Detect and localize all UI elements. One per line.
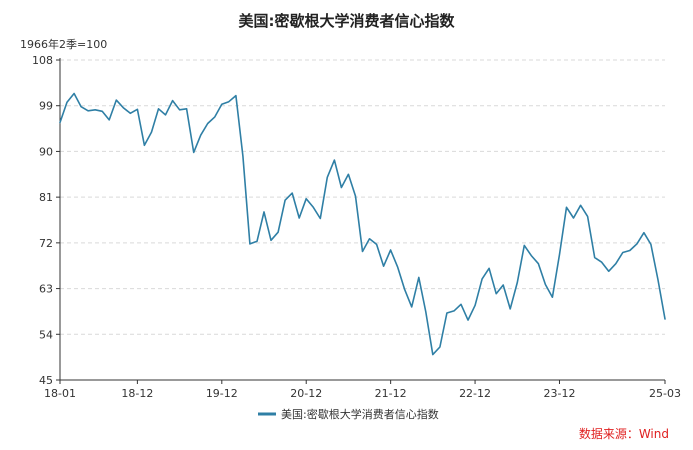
y-tick-label: 99 (39, 100, 53, 113)
legend[interactable]: 美国:密歇根大学消费者信心指数 (258, 407, 439, 421)
y-tick-label: 63 (39, 283, 53, 296)
y-tick-label: 54 (39, 328, 53, 341)
series-layer (59, 92, 666, 356)
y-tick-label: 81 (39, 191, 53, 204)
x-tick-label: 20-12 (290, 387, 322, 400)
legend-label: 美国:密歇根大学消费者信心指数 (281, 407, 439, 421)
gridlines (60, 59, 665, 335)
y-tick-label: 108 (32, 54, 53, 67)
y-axis-ticks: 45 54 63 72 81 90 99 108 (32, 54, 60, 387)
y-tick-label: 90 (39, 145, 53, 158)
x-tick-label: 25-03 (649, 387, 681, 400)
x-tick-label: 18-12 (121, 387, 153, 400)
x-axis-ticks: 18-01 18-12 19-12 20-12 21-12 22-12 23-12 25-03 (44, 380, 681, 400)
x-tick-label: 18-01 (44, 387, 76, 400)
chart-title: 美国:密歇根大学消费者信心指数 (238, 12, 455, 30)
x-tick-label: 23-12 (543, 387, 575, 400)
series-line (59, 92, 666, 356)
x-tick-label: 19-12 (206, 387, 238, 400)
source-label: 数据来源：Wind (579, 426, 669, 441)
y-tick-label: 45 (39, 374, 53, 387)
y-axis-unit-label: 1966年2季=100 (20, 37, 107, 51)
y-tick-label: 72 (39, 237, 53, 250)
x-tick-label: 21-12 (375, 387, 407, 400)
x-tick-label: 22-12 (459, 387, 491, 400)
axes (59, 58, 665, 381)
